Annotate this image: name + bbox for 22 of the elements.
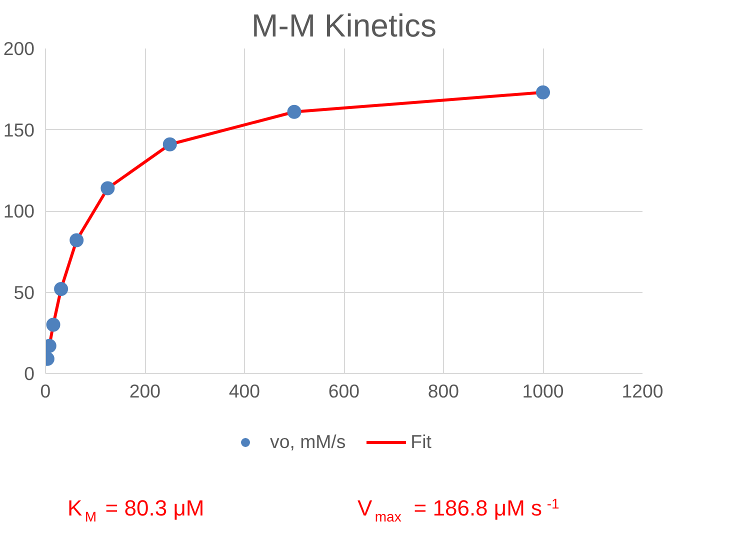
x-tick-label: 600 xyxy=(328,380,360,402)
y-tick-label: 0 xyxy=(24,363,35,384)
x-tick-label: 400 xyxy=(228,380,260,402)
y-tick-label: 50 xyxy=(14,282,35,303)
y-tick-label: 150 xyxy=(3,119,35,140)
y-tick-label: 100 xyxy=(3,200,35,222)
x-tick-label: 1200 xyxy=(622,380,664,402)
x-tick-label: 800 xyxy=(428,380,460,402)
point xyxy=(536,85,550,100)
point xyxy=(162,137,177,152)
point xyxy=(287,104,302,119)
legend-label: Fit xyxy=(410,431,432,453)
x-tick-label: 1000 xyxy=(522,380,564,402)
point xyxy=(70,233,84,248)
x-tick-label: 0 xyxy=(40,380,51,402)
chart-title: M-M Kinetics xyxy=(252,8,436,44)
point xyxy=(54,282,68,296)
y-tick-label: 200 xyxy=(3,38,35,59)
legend-label: vo, mM/s xyxy=(270,431,346,453)
point xyxy=(46,318,60,332)
point xyxy=(100,181,115,196)
x-tick-label: 200 xyxy=(129,380,161,402)
